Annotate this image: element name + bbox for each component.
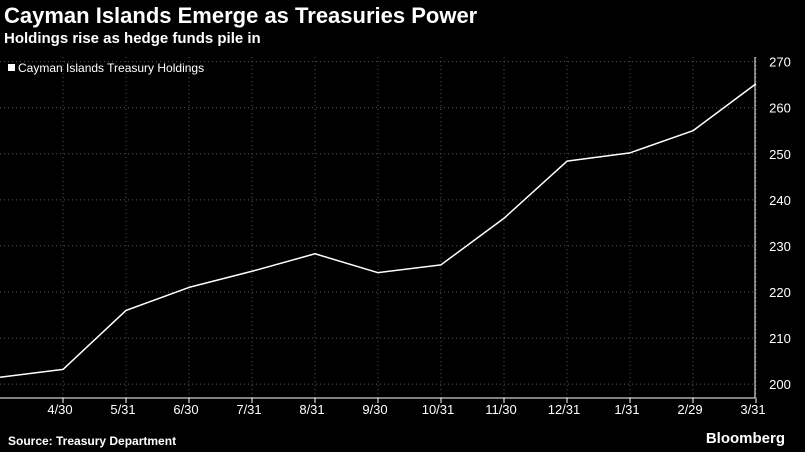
source-note: Source: Treasury Department xyxy=(8,434,177,448)
x-tick-label: 8/31 xyxy=(299,402,324,417)
y-tick-label: 270 xyxy=(769,55,791,70)
data-point xyxy=(250,269,254,273)
x-tick-label: 2/29 xyxy=(677,402,702,417)
y-tick-label: 260 xyxy=(769,101,791,116)
y-tick-label: 220 xyxy=(769,285,791,300)
x-tick-label: 3/31 xyxy=(740,402,765,417)
y-tick-label: 200 xyxy=(769,377,791,392)
brand-logo: Bloomberg xyxy=(705,430,785,447)
x-tick-label: 9/30 xyxy=(362,402,387,417)
x-tick-label: 1/31 xyxy=(614,402,639,417)
data-point xyxy=(313,252,317,256)
data-point xyxy=(0,375,2,379)
data-point xyxy=(691,129,695,133)
x-tick-label: 12/31 xyxy=(548,402,581,417)
data-point xyxy=(502,216,506,220)
y-tick-label: 250 xyxy=(769,147,791,162)
x-tick-label: 4/30 xyxy=(47,402,72,417)
data-point xyxy=(439,263,443,267)
y-tick-label: 210 xyxy=(769,331,791,346)
y-tick-label: 230 xyxy=(769,239,791,254)
data-point xyxy=(565,159,569,163)
data-point xyxy=(61,367,65,371)
x-tick-label: 10/31 xyxy=(422,402,455,417)
legend-label: Cayman Islands Treasury Holdings xyxy=(18,61,204,75)
x-tick-label: 5/31 xyxy=(110,402,135,417)
x-tick-label: 7/31 xyxy=(236,402,261,417)
data-point xyxy=(754,82,758,86)
x-tick-label: 11/30 xyxy=(485,402,517,417)
series-line xyxy=(0,83,757,379)
chart-subtitle: Holdings rise as hedge funds pile in xyxy=(4,30,261,47)
x-tick-label: 6/30 xyxy=(173,402,198,417)
data-point xyxy=(628,151,632,155)
chart-title: Cayman Islands Emerge as Treasuries Powe… xyxy=(4,3,478,28)
legend-swatch xyxy=(8,64,15,71)
data-point xyxy=(376,271,380,275)
data-point xyxy=(124,308,128,312)
y-tick-label: 240 xyxy=(769,193,791,208)
data-point xyxy=(187,285,191,289)
